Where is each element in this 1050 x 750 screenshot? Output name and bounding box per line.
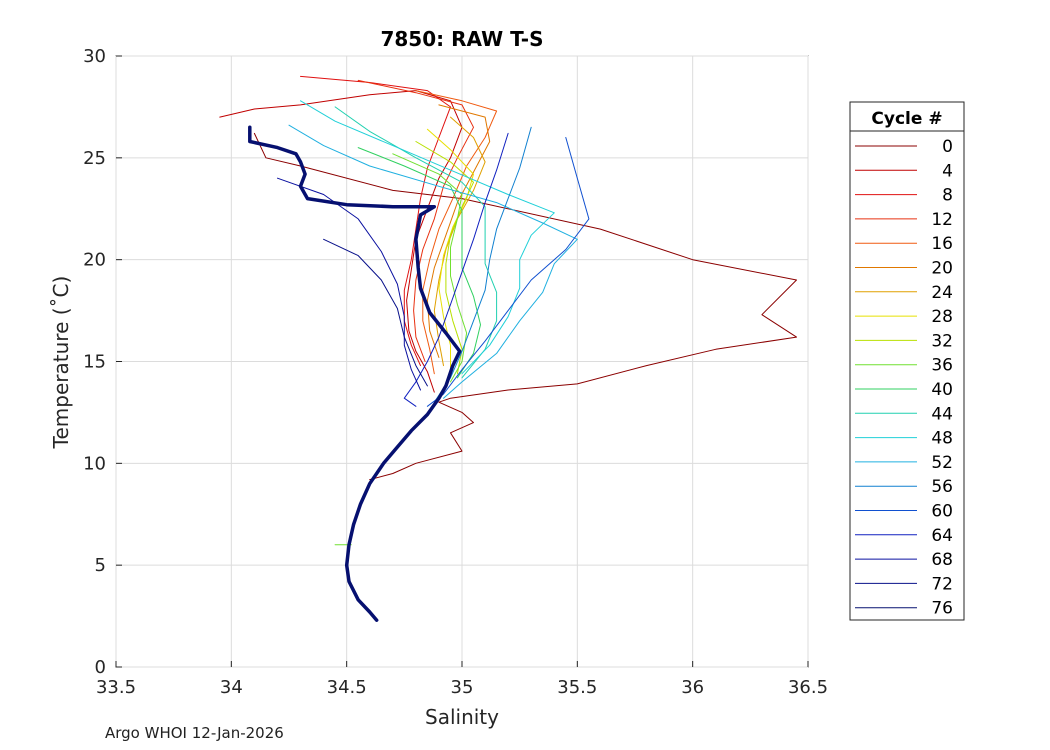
y-tick-label: 5: [95, 555, 106, 576]
footer-credit: Argo WHOI 12-Jan-2026: [105, 724, 284, 742]
legend-entry-label: 56: [931, 477, 953, 497]
series-line-cycle-48: [300, 100, 555, 375]
x-tick-label: 34: [220, 677, 243, 698]
series-line-cycle-76: [248, 125, 462, 622]
y-tick-label: 25: [83, 148, 106, 169]
series-line-cycle-20: [426, 104, 491, 358]
series-line-cycle-60: [426, 137, 590, 407]
y-tick-label: 30: [83, 46, 106, 67]
y-tick-label: 20: [83, 250, 106, 271]
legend-entry-label: 64: [931, 526, 953, 546]
x-axis-label: Salinity: [425, 705, 499, 729]
x-tick-label: 36: [681, 677, 704, 698]
y-axis-label: Temperature (˚C): [49, 276, 73, 450]
chart-title: 7850: RAW T-S: [380, 27, 543, 51]
series-lines: [219, 75, 797, 622]
legend-entry-label: 8: [942, 186, 953, 206]
x-tick-label: 36.5: [788, 677, 828, 698]
y-tick-label: 0: [95, 657, 106, 678]
legend-entry-label: 44: [931, 404, 953, 424]
series-line-cycle-72: [323, 238, 428, 387]
legend-entry-label: 0: [942, 137, 953, 157]
axis-ticks: 33.5 34 34.5 35 35.5 36 36.5 0 5 10 15 20 25 30: [83, 46, 828, 698]
series-line-cycle-52: [288, 124, 578, 399]
legend-entry-label: 24: [931, 283, 953, 303]
legend-entry-label: 12: [931, 210, 953, 230]
y-tick-label: 15: [83, 352, 106, 373]
x-tick-label: 33.5: [96, 677, 136, 698]
series-line-cycle-40: [357, 147, 481, 379]
series-line-cycle-0: [253, 132, 797, 481]
series-line-cycle-12: [357, 79, 474, 362]
legend-entry-label: 52: [931, 453, 953, 473]
series-line-cycle-24: [433, 116, 486, 367]
series-line-cycle-4: [219, 90, 463, 393]
legend-entry-label: 72: [931, 574, 953, 594]
legend-entry-label: 4: [942, 161, 953, 181]
legend-entry-label: 68: [931, 550, 953, 570]
legend-entry-label: 32: [931, 331, 953, 351]
x-tick-label: 35: [451, 677, 474, 698]
x-tick-label: 35.5: [557, 677, 597, 698]
x-tick-label: 34.5: [327, 677, 367, 698]
legend-entry-label: 76: [931, 599, 953, 619]
legend-title: Cycle #: [871, 109, 942, 129]
legend-entry-label: 48: [931, 429, 953, 449]
legend-entry-label: 28: [931, 307, 953, 327]
series-line-cycle-56: [433, 126, 532, 403]
series-line-cycle-36: [392, 153, 468, 383]
series-line-cycle-16: [415, 90, 498, 375]
y-tick-label: 10: [83, 453, 106, 474]
legend-entry-label: 60: [931, 502, 953, 522]
series-line-cycle-28: [426, 128, 474, 371]
legend: Cycle # 04812162024283236404448525660646…: [849, 101, 965, 621]
legend-entry-label: 36: [931, 356, 953, 376]
legend-entry-label: 40: [931, 380, 953, 400]
legend-entry-label: 20: [931, 259, 953, 279]
legend-box: [849, 101, 965, 621]
legend-entry-label: 16: [931, 234, 953, 254]
series-line-cycle-64: [403, 132, 509, 407]
series-line-cycle-32: [415, 141, 474, 375]
